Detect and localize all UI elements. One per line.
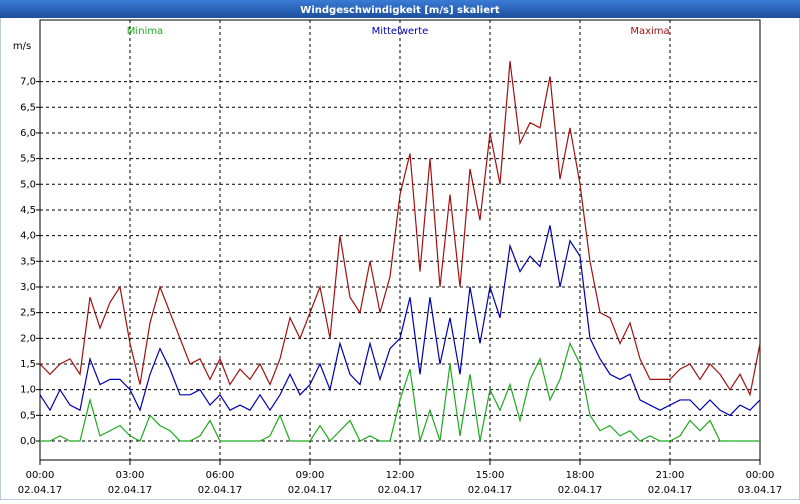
- y-tick-label: 0,5: [20, 410, 36, 421]
- x-tick-label: 12:00 02.04.17: [378, 470, 423, 496]
- x-tick-label: 21:00 02.04.17: [648, 470, 693, 496]
- y-tick-label: 3,0: [20, 282, 36, 293]
- y-tick-label: 2,0: [20, 333, 36, 344]
- title-bar: [0, 0, 800, 18]
- y-tick-label: 4,0: [20, 231, 36, 242]
- chart-title: Windgeschwindigkeit [m/s] skaliert: [300, 5, 500, 16]
- x-tick-label: 03:00 02.04.17: [108, 470, 153, 496]
- x-tick-label: 00:00 03.04.17: [738, 470, 783, 496]
- y-tick-label: 1,0: [20, 385, 36, 396]
- x-tick-label: 18:00 02.04.17: [558, 470, 603, 496]
- x-tick-label-line: 02.04.17: [18, 485, 63, 496]
- x-tick-label-line: 02.04.17: [288, 485, 333, 496]
- y-tick-label: 5,5: [20, 154, 36, 165]
- x-tick-label-line: 00:00: [746, 470, 775, 481]
- x-tick-label-line: 06:00: [206, 470, 235, 481]
- y-tick-label: 6,5: [20, 102, 36, 113]
- series-line: [39, 61, 761, 397]
- x-tick-label-line: 12:00: [386, 470, 415, 481]
- x-tick-label-line: 02.04.17: [198, 485, 243, 496]
- x-tick-label: 09:00 02.04.17: [288, 470, 333, 496]
- y-tick-label: 0,0: [20, 436, 36, 447]
- x-tick-label-line: 02.04.17: [558, 485, 603, 496]
- y-tick-label: 2,5: [20, 308, 36, 319]
- x-tick-label-line: 21:00: [656, 470, 685, 481]
- series-line: [40, 341, 760, 442]
- x-tick-label-line: 02.04.17: [648, 485, 693, 496]
- legend-label: Mittelwerte: [372, 26, 429, 37]
- x-tick-label-line: 00:00: [26, 470, 55, 481]
- x-tick-label-line: 02.04.17: [378, 485, 423, 496]
- series-line: [39, 225, 761, 417]
- y-axis-label: m/s: [13, 41, 31, 52]
- legend-label: Minima: [127, 26, 163, 37]
- y-tick-label: 7,0: [20, 77, 36, 88]
- x-tick-label-line: 02.04.17: [108, 485, 153, 496]
- x-tick-label-line: 09:00: [296, 470, 325, 481]
- y-tick-label: 5,0: [20, 179, 36, 190]
- x-tick-label-line: 15:00: [476, 470, 505, 481]
- y-tick-label: 3,5: [20, 256, 36, 267]
- y-tick-label: 4,5: [20, 205, 36, 216]
- y-tick-label: 1,5: [20, 359, 36, 370]
- x-tick-label-line: 03.04.17: [738, 485, 783, 496]
- x-tick-label: 00:00 02.04.17: [18, 470, 63, 496]
- legend-label: Maxima: [630, 26, 669, 37]
- x-tick-label: 15:00 02.04.17: [468, 470, 513, 496]
- x-tick-label: 06:00 02.04.17: [198, 470, 243, 496]
- x-tick-label-line: 18:00: [566, 470, 595, 481]
- y-tick-label: 6,0: [20, 128, 36, 139]
- x-tick-label-line: 02.04.17: [468, 485, 513, 496]
- x-tick-label-line: 03:00: [116, 470, 145, 481]
